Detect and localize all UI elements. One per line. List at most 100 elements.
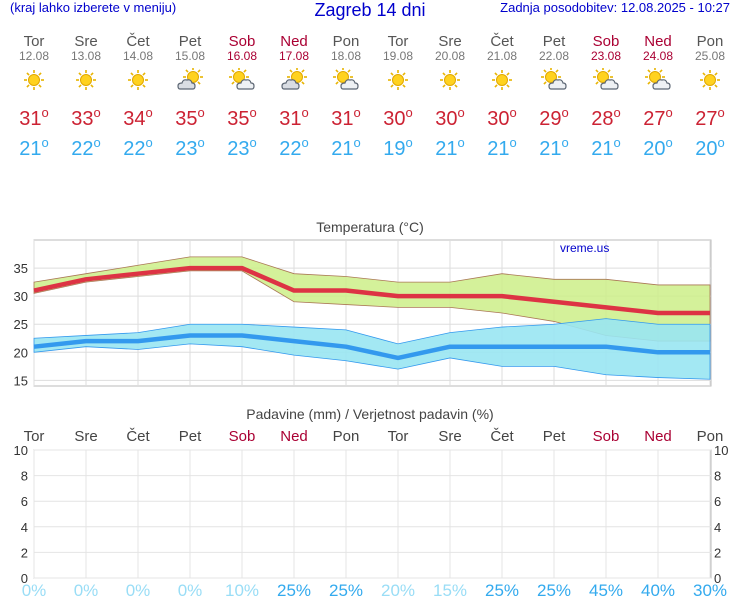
max-temp: 35o — [175, 105, 205, 130]
precip-probability: 10% — [224, 581, 260, 600]
day-name: Čet — [490, 33, 514, 50]
y-tick-label-right: 0 — [714, 571, 721, 584]
min-temp: 23o — [227, 135, 257, 160]
precip-probability: 0% — [177, 581, 203, 600]
day-name: Sre — [438, 33, 462, 50]
cloud-sun-icon — [268, 67, 320, 97]
min-temp: 23o — [175, 135, 205, 160]
watermark: vreme.us — [560, 241, 609, 255]
sun-cloud-icon — [320, 67, 372, 97]
cloud-sun-icon — [164, 67, 216, 97]
y-tick-label-left: 0 — [21, 571, 28, 584]
sun-icon — [60, 68, 112, 97]
precip-probability: 0% — [73, 581, 99, 600]
day-date: 18.08 — [330, 49, 362, 63]
min-temp: 19o — [383, 135, 413, 160]
max-temp: 35o — [227, 105, 257, 130]
day-date: 13.08 — [70, 49, 102, 63]
y-tick-label: 30 — [14, 289, 28, 304]
day-date: 19.08 — [382, 49, 414, 63]
max-temp: 31o — [19, 105, 49, 130]
day-name: Pet — [178, 33, 202, 50]
sun-icon — [476, 68, 528, 97]
precip-probability: 25% — [536, 581, 572, 600]
min-temp: 22o — [279, 135, 309, 160]
y-tick-label-left: 8 — [21, 469, 28, 484]
day-column: Sob 16.08 35o 23o — [216, 33, 268, 161]
y-tick-label-right: 4 — [714, 520, 721, 535]
last-updated: Zadnja posodobitev: 12.08.2025 - 10:27 — [500, 0, 730, 15]
precip-probability: 20% — [380, 581, 416, 600]
sun-cloud-icon — [580, 67, 632, 97]
y-tick-label-left: 10 — [14, 444, 28, 458]
day-name: Čet — [126, 33, 150, 50]
day-name: Sob — [592, 33, 620, 50]
plot-area — [33, 449, 712, 579]
day-date: 24.08 — [642, 49, 674, 63]
max-temp: 31o — [279, 105, 309, 130]
precip-probability: 25% — [328, 581, 364, 600]
precip-day-label: Sre — [74, 428, 98, 445]
precip-probability: 30% — [692, 581, 728, 600]
min-temp: 21o — [539, 135, 569, 160]
precip-probability: 45% — [588, 581, 624, 600]
max-temp: 27o — [695, 105, 725, 130]
precip-day-label: Sre — [438, 428, 462, 445]
min-temp: 20o — [695, 135, 725, 160]
max-temp: 30o — [383, 105, 413, 130]
y-tick-label: 20 — [14, 345, 28, 360]
sun-cloud-icon — [528, 67, 580, 97]
day-column: Čet 14.08 34o 22o — [112, 33, 164, 161]
y-tick-label-right: 6 — [714, 494, 721, 509]
min-temp: 20o — [643, 135, 673, 160]
max-temp: 27o — [643, 105, 673, 130]
min-temp: 21o — [19, 135, 49, 160]
day-date: 25.08 — [694, 49, 726, 63]
day-column: Pon 25.08 27o 20o — [684, 33, 736, 161]
day-date: 17.08 — [278, 49, 310, 63]
sun-cloud-icon — [216, 67, 268, 97]
temperature-chart-title: Temperatura (°C) — [316, 219, 424, 235]
max-temp: 28o — [591, 105, 621, 130]
day-name: Ned — [280, 33, 308, 50]
precip-probability: 40% — [640, 581, 676, 600]
day-column: Pon 18.08 31o 21o — [320, 33, 372, 161]
day-date: 21.08 — [486, 49, 518, 63]
precip-day-label: Pet — [542, 428, 566, 445]
day-column: Pet 15.08 35o 23o — [164, 33, 216, 161]
precip-probability: 0% — [125, 581, 151, 600]
day-name: Pon — [332, 33, 360, 50]
min-temp: 21o — [487, 135, 517, 160]
max-temp: 30o — [435, 105, 465, 130]
precip-probability: 25% — [484, 581, 520, 600]
precip-probability: 25% — [276, 581, 312, 600]
day-column: Sre 13.08 33o 22o — [60, 33, 112, 161]
day-name: Pon — [696, 33, 724, 50]
precip-day-label: Sob — [228, 428, 256, 445]
max-temp: 29o — [539, 105, 569, 130]
day-column: Tor 12.08 31o 21o — [8, 33, 60, 161]
precip-day-label: Tor — [387, 428, 409, 445]
precip-day-label: Pet — [178, 428, 202, 445]
day-column: Ned 17.08 31o 22o — [268, 33, 320, 161]
y-tick-label-left: 4 — [21, 520, 28, 535]
sun-icon — [112, 68, 164, 97]
min-temp: 21o — [331, 135, 361, 160]
day-name: Sob — [228, 33, 256, 50]
temperature-chart: 15 20 25 30 35 vreme.us — [14, 239, 712, 388]
day-name: Pet — [542, 33, 566, 50]
max-temp: 31o — [331, 105, 361, 130]
day-name: Tor — [23, 33, 45, 50]
day-name: Ned — [644, 33, 672, 50]
precip-day-label: Čet — [126, 428, 150, 445]
y-tick-label-right: 8 — [714, 469, 721, 484]
max-temp: 34o — [123, 105, 153, 130]
precip-day-label: Čet — [490, 428, 514, 445]
precip-day-label: Sob — [592, 428, 620, 445]
y-tick-label-left: 2 — [21, 545, 28, 560]
min-temp: 22o — [123, 135, 153, 160]
precip-probability: 0% — [21, 581, 47, 600]
precip-day-label: Ned — [644, 428, 672, 445]
max-temp-line — [33, 265, 710, 316]
sun-cloud-icon — [632, 67, 684, 97]
